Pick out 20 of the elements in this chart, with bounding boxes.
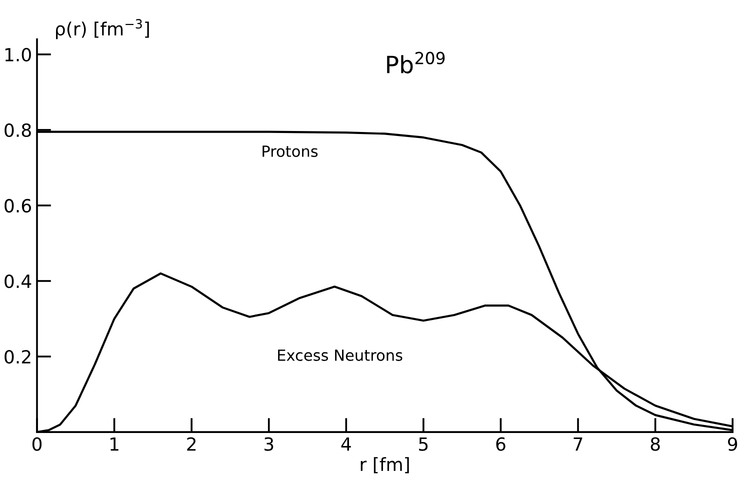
y-tick-label: 0.6 (4, 198, 32, 213)
x-tick-label: 8 (650, 437, 660, 451)
x-tick-label: 1 (110, 437, 118, 451)
x-axis-title: r [fm] (360, 457, 409, 474)
y-tick-label: 0.8 (4, 123, 31, 138)
y-tick-label: 1.0 (5, 48, 31, 62)
x-tick-label: 3 (264, 437, 274, 451)
x-tick-label: 4 (341, 437, 351, 451)
x-tick-label: 9 (728, 437, 738, 451)
x-tick-label: 0 (32, 437, 42, 451)
y-tick-label: 0.2 (4, 350, 30, 364)
x-tick-label: 6 (496, 437, 506, 451)
y-axis-title: ρ(r) [fm$^{−3}$] (56, 19, 149, 40)
x-tick-label: 2 (187, 437, 196, 451)
y-tick-label: 0.4 (4, 274, 32, 288)
x-tick-label: 7 (574, 437, 582, 451)
x-tick-label: 5 (419, 437, 428, 451)
series-label: Protons (262, 146, 318, 158)
chart-title: Pb$^{209}$ (387, 52, 445, 74)
text: Excess Neutrons (278, 350, 402, 361)
